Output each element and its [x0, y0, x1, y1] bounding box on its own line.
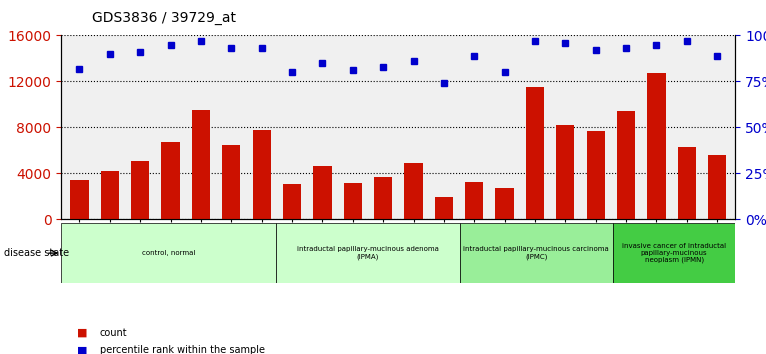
Bar	[313, 166, 332, 219]
Bar	[162, 142, 180, 219]
Bar	[435, 197, 453, 219]
Bar	[283, 184, 301, 219]
Bar	[617, 111, 635, 219]
Bar	[253, 130, 271, 219]
Text: ■: ■	[77, 328, 87, 338]
Text: ■: ■	[77, 346, 87, 354]
Text: invasive cancer of intraductal
papillary-mucinous
neoplasm (IPMN): invasive cancer of intraductal papillary…	[622, 243, 726, 263]
Text: count: count	[100, 328, 127, 338]
FancyBboxPatch shape	[61, 223, 276, 283]
Text: control, normal: control, normal	[142, 250, 195, 256]
Bar	[131, 161, 149, 219]
Bar	[70, 181, 89, 219]
Text: disease state: disease state	[4, 248, 69, 258]
Bar	[647, 73, 666, 219]
Bar	[465, 182, 483, 219]
Bar	[708, 155, 726, 219]
Bar	[404, 163, 423, 219]
Bar	[344, 183, 362, 219]
Bar	[678, 147, 696, 219]
Bar	[556, 125, 574, 219]
Text: GDS3836 / 39729_at: GDS3836 / 39729_at	[92, 11, 236, 25]
Bar	[587, 131, 605, 219]
FancyBboxPatch shape	[613, 223, 735, 283]
Bar	[101, 171, 119, 219]
Text: intraductal papillary-mucinous adenoma
(IPMA): intraductal papillary-mucinous adenoma (…	[296, 246, 439, 260]
Bar	[192, 110, 210, 219]
Bar	[222, 145, 241, 219]
Text: intraductal papillary-mucinous carcinoma
(IPMC): intraductal papillary-mucinous carcinoma…	[463, 246, 609, 260]
Text: percentile rank within the sample: percentile rank within the sample	[100, 346, 264, 354]
Bar	[496, 188, 514, 219]
FancyBboxPatch shape	[276, 223, 460, 283]
Bar	[525, 87, 544, 219]
Bar	[374, 177, 392, 219]
FancyBboxPatch shape	[460, 223, 613, 283]
